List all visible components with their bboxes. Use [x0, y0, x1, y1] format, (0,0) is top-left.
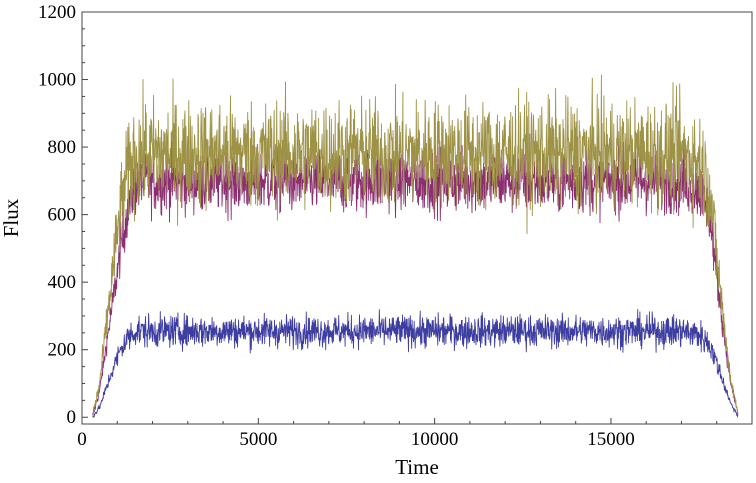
- x-tick-label: 10000: [411, 429, 459, 450]
- y-tick-label: 1000: [38, 70, 76, 91]
- x-axis-ticks: 0 5000 10000 15000: [77, 418, 718, 450]
- x-tick-label: 15000: [587, 429, 635, 450]
- x-tick-label: 5000: [239, 429, 277, 450]
- y-tick-label: 400: [48, 272, 77, 293]
- y-tick-label: 600: [48, 205, 77, 226]
- y-tick-label: 800: [48, 137, 77, 158]
- x-tick-label: 0: [77, 429, 87, 450]
- series-line-2: [92, 74, 739, 418]
- y-tick-label: 200: [48, 340, 77, 361]
- series-line-3: [92, 309, 739, 418]
- series-layer: [92, 74, 739, 418]
- y-axis-ticks: 0 200 400 600 800 1000 1200: [38, 2, 88, 428]
- y-tick-label: 0: [67, 407, 77, 428]
- x-axis-label: Time: [395, 455, 439, 479]
- plot-frame: [81, 11, 753, 425]
- y-tick-label: 1200: [38, 2, 76, 23]
- y-axis-label: Flux: [0, 198, 23, 237]
